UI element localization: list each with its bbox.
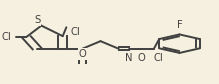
Text: Cl: Cl: [153, 53, 163, 63]
Text: N: N: [125, 53, 132, 63]
Text: S: S: [34, 15, 40, 25]
Text: F: F: [177, 20, 182, 30]
Text: Cl: Cl: [1, 32, 11, 42]
Text: O: O: [78, 49, 86, 59]
Text: Cl: Cl: [71, 27, 80, 37]
Text: O: O: [138, 53, 145, 63]
